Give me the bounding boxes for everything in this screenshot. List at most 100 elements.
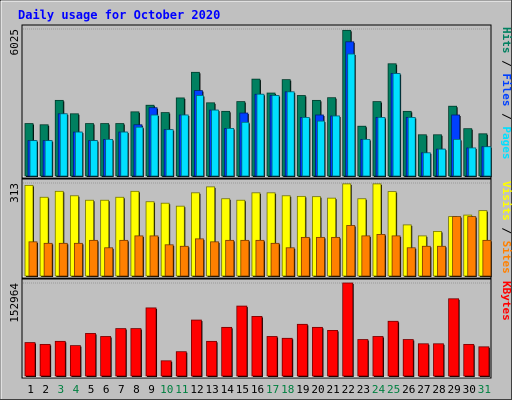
bar-pages-day-15 — [241, 121, 250, 177]
bar-kbytes-day-27 — [417, 343, 429, 377]
bar-sites-day-9 — [149, 235, 159, 277]
panel-kbytes-max-label: 152964 — [8, 283, 21, 323]
bar-sites-day-1 — [28, 241, 38, 277]
legend-entry-separator: / — [500, 221, 512, 235]
bar-kbytes-day-30 — [463, 343, 475, 377]
x-tick-label-day-30: 30 — [463, 383, 476, 396]
panel-hits-files-pages-legend: Hits / Files / Pages — [500, 27, 512, 160]
x-tick-label-day-20: 20 — [311, 383, 324, 396]
legend-entry-separator: / — [500, 54, 512, 68]
bar-pages-day-31 — [483, 146, 492, 177]
bar-kbytes-day-10 — [160, 360, 172, 377]
bar-sites-day-24 — [376, 234, 386, 277]
bar-pages-day-28 — [438, 148, 446, 177]
bar-kbytes-day-15 — [236, 305, 248, 377]
bar-pages-day-26 — [407, 117, 416, 177]
x-tick-label-day-15: 15 — [236, 383, 249, 396]
x-tick-label-day-2: 2 — [42, 383, 49, 396]
bar-kbytes-day-26 — [402, 339, 414, 377]
bar-sites-day-4 — [73, 242, 83, 277]
x-tick-label-day-11: 11 — [175, 383, 188, 396]
panel-visits-sites-max-label: 313 — [8, 183, 21, 203]
bar-pages-day-9 — [150, 114, 159, 177]
panel-visits-sites-legend: Visits / Sites — [500, 181, 512, 274]
legend-entry-kbytes: KBytes — [500, 281, 512, 321]
bar-kbytes-day-20 — [312, 326, 323, 377]
bar-pages-day-24 — [377, 117, 386, 177]
bar-kbytes-day-4 — [69, 345, 81, 377]
legend-entry-files: Files — [500, 67, 512, 107]
bar-pages-day-22 — [347, 53, 356, 177]
bar-pages-day-1 — [29, 140, 38, 177]
bar-sites-day-22 — [346, 225, 356, 277]
bar-kbytes-day-7 — [115, 328, 127, 377]
bar-kbytes-day-11 — [175, 351, 187, 377]
bar-kbytes-day-19 — [296, 323, 308, 377]
bar-pages-day-18 — [286, 91, 295, 177]
bar-kbytes-day-13 — [206, 340, 217, 377]
bar-kbytes-day-22 — [342, 282, 354, 377]
bar-pages-day-7 — [120, 131, 129, 177]
bar-sites-day-31 — [482, 239, 492, 277]
bar-kbytes-day-9 — [145, 307, 157, 377]
x-tick-label-day-24: 24 — [372, 383, 386, 396]
legend-entry-pages: Pages — [500, 120, 512, 160]
bar-sites-day-16 — [255, 239, 265, 277]
bar-sites-day-15 — [240, 239, 250, 277]
bar-sites-day-10 — [164, 244, 174, 277]
bar-pages-day-17 — [271, 95, 280, 177]
bar-sites-day-12 — [195, 238, 204, 277]
bar-sites-day-27 — [421, 245, 431, 277]
panel-hits-files-pages-max-label: 6025 — [8, 29, 21, 56]
x-tick-label-day-16: 16 — [251, 383, 264, 396]
bar-pages-day-23 — [362, 139, 371, 177]
bar-sites-day-5 — [89, 239, 98, 277]
x-tick-label-day-1: 1 — [27, 383, 34, 396]
x-tick-label-day-9: 9 — [148, 383, 155, 396]
x-tick-label-day-28: 28 — [432, 383, 445, 396]
x-tick-label-day-8: 8 — [133, 383, 140, 396]
bar-pages-day-11 — [180, 114, 189, 177]
bar-sites-day-18 — [285, 247, 295, 277]
bar-sites-day-25 — [391, 235, 401, 277]
bar-pages-day-5 — [90, 140, 98, 177]
bar-kbytes-day-24 — [372, 336, 384, 377]
legend-entry-visits: Visits — [500, 181, 512, 221]
bar-kbytes-day-21 — [327, 330, 338, 377]
bar-kbytes-day-1 — [24, 342, 36, 377]
x-tick-label-day-23: 23 — [357, 383, 370, 396]
bar-kbytes-day-6 — [100, 336, 112, 377]
x-tick-label-day-10: 10 — [160, 383, 173, 396]
bar-sites-day-23 — [361, 235, 371, 277]
bar-kbytes-day-25 — [387, 320, 399, 377]
bar-pages-day-2 — [44, 140, 53, 177]
bar-sites-day-26 — [406, 247, 416, 277]
x-tick-label-day-17: 17 — [266, 383, 279, 396]
bar-pages-day-14 — [226, 128, 235, 177]
bar-kbytes-day-28 — [433, 343, 444, 377]
x-tick-label-day-27: 27 — [417, 383, 430, 396]
panel-kbytes-legend: KBytes — [500, 281, 512, 321]
bar-kbytes-day-8 — [130, 328, 142, 377]
bar-kbytes-day-2 — [39, 343, 51, 377]
bar-kbytes-day-3 — [54, 340, 66, 377]
bar-sites-day-13 — [210, 241, 219, 277]
bar-pages-day-20 — [317, 120, 325, 177]
bar-pages-day-29 — [453, 139, 462, 177]
bar-pages-day-25 — [392, 73, 401, 177]
bar-pages-day-19 — [301, 117, 310, 177]
bar-kbytes-day-17 — [266, 336, 278, 377]
bar-sites-day-19 — [300, 236, 310, 277]
bar-pages-day-8 — [135, 126, 144, 177]
bar-pages-day-16 — [256, 93, 265, 177]
bar-sites-day-17 — [270, 242, 280, 277]
bar-pages-day-27 — [422, 152, 431, 177]
bar-sites-day-11 — [179, 245, 189, 277]
bar-sites-day-20 — [316, 236, 325, 277]
chart-title: Daily usage for October 2020 — [18, 8, 220, 22]
bar-kbytes-day-12 — [191, 319, 202, 377]
legend-entry-hits: Hits — [500, 27, 512, 54]
x-tick-label-day-12: 12 — [190, 383, 203, 396]
bar-sites-day-6 — [104, 247, 114, 277]
bar-sites-day-28 — [437, 245, 446, 277]
